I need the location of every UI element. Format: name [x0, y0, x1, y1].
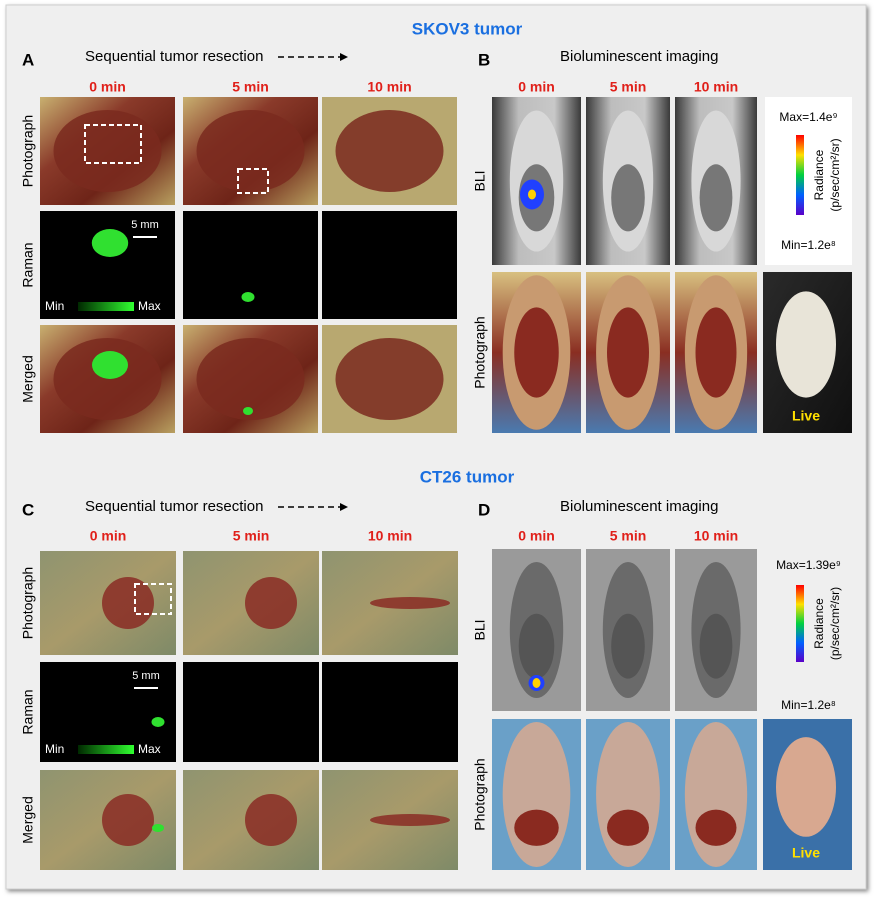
panel-letter: D	[478, 500, 490, 519]
tissue	[335, 109, 444, 193]
tissue	[607, 307, 649, 398]
bli-signal-core	[532, 678, 541, 688]
colorbar-min: Min	[45, 742, 64, 756]
row-label: BLI	[472, 170, 488, 191]
colorbar-unit-detail: (p/sec/cm²/sr)	[828, 587, 842, 660]
row-label: Photograph	[20, 115, 36, 187]
panel-heading: Sequential tumor resection	[85, 48, 263, 65]
panel-heading: Bioluminescent imaging	[560, 48, 718, 65]
row-label: Raman	[20, 689, 36, 734]
colorbar-unit: Radiance	[812, 149, 826, 200]
tissue	[335, 337, 444, 421]
tissue	[196, 337, 305, 421]
raman-image	[183, 662, 319, 762]
colorbar	[796, 135, 804, 215]
colorbar-max: Max	[138, 299, 161, 313]
column-label: 0 min	[89, 79, 126, 95]
panel-letter: C	[22, 500, 34, 519]
tissue	[695, 307, 737, 398]
column-label: 0 min	[518, 79, 555, 95]
colorbar-min: Min=1.2e⁸	[781, 698, 836, 712]
mouse-abdomen	[518, 613, 555, 679]
live-label: Live	[792, 845, 820, 861]
tissue	[370, 814, 450, 826]
colorbar-unit-detail: (p/sec/cm²/sr)	[828, 138, 842, 211]
tissue	[514, 307, 559, 398]
arrow-head	[340, 503, 348, 511]
row-label: Raman	[20, 242, 36, 287]
column-label: 5 min	[610, 79, 647, 95]
column-label: 10 min	[368, 528, 412, 544]
raman-overlay	[243, 407, 253, 415]
live-mouse	[776, 737, 836, 837]
tissue	[196, 109, 305, 193]
row-label: Photograph	[472, 316, 488, 388]
scale-bar-label: 5 mm	[132, 670, 160, 682]
section-title: CT26 tumor	[420, 467, 515, 486]
colorbar	[78, 745, 134, 754]
panel-heading: Bioluminescent imaging	[560, 498, 718, 515]
bli-signal-core	[528, 189, 536, 200]
tissue	[695, 809, 737, 846]
live-label: Live	[792, 408, 820, 424]
column-label: 5 min	[610, 528, 647, 544]
tissue	[607, 809, 649, 846]
mouse-abdomen	[699, 613, 733, 679]
row-label: Merged	[20, 796, 36, 843]
colorbar-panel	[765, 97, 852, 265]
mouse-abdomen	[611, 613, 645, 679]
column-label: 0 min	[90, 528, 127, 544]
panel-heading: Sequential tumor resection	[85, 498, 263, 515]
mouse-abdomen	[699, 164, 733, 232]
column-label: 0 min	[518, 528, 555, 544]
roi-box	[134, 583, 172, 615]
column-label: 10 min	[694, 79, 738, 95]
raman-overlay	[152, 824, 164, 832]
colorbar-max: Max=1.4e⁹	[779, 110, 837, 124]
raman-image	[40, 211, 175, 319]
row-label: Photograph	[20, 567, 36, 639]
tissue	[53, 337, 162, 421]
tissue	[245, 577, 297, 629]
tissue	[53, 109, 162, 193]
column-label: 5 min	[232, 79, 269, 95]
colorbar-min: Min	[45, 299, 64, 313]
column-label: 10 min	[367, 79, 411, 95]
colorbar-panel	[765, 549, 852, 711]
row-label: BLI	[472, 619, 488, 640]
section-title: SKOV3 tumor	[412, 19, 523, 38]
panel-letter: B	[478, 50, 490, 69]
column-label: 10 min	[694, 528, 738, 544]
colorbar	[796, 585, 804, 662]
column-label: 5 min	[233, 528, 270, 544]
colorbar	[78, 302, 134, 311]
colorbar-unit: Radiance	[812, 598, 826, 649]
raman-signal	[151, 717, 165, 727]
raman-signal	[241, 292, 255, 302]
tissue	[102, 577, 154, 629]
tissue	[245, 794, 297, 846]
tissue	[102, 794, 154, 846]
raman-overlay	[92, 351, 128, 379]
roi-box	[84, 124, 142, 164]
live-mouse	[776, 291, 836, 398]
row-label: Merged	[20, 355, 36, 402]
raman-image	[322, 211, 457, 319]
colorbar-max: Max	[138, 742, 161, 756]
tissue	[514, 809, 559, 846]
scale-bar-label: 5 mm	[131, 219, 159, 231]
raman-image	[322, 662, 458, 762]
tissue	[370, 597, 450, 609]
arrow-head	[340, 53, 348, 61]
panel-letter: A	[22, 50, 34, 69]
colorbar-min: Min=1.2e⁸	[781, 238, 836, 252]
mouse-abdomen	[611, 164, 645, 232]
raman-signal	[91, 229, 129, 257]
roi-box	[237, 168, 269, 194]
raman-image	[183, 211, 318, 319]
colorbar-max: Max=1.39e⁹	[776, 558, 841, 572]
row-label: Photograph	[472, 758, 488, 830]
